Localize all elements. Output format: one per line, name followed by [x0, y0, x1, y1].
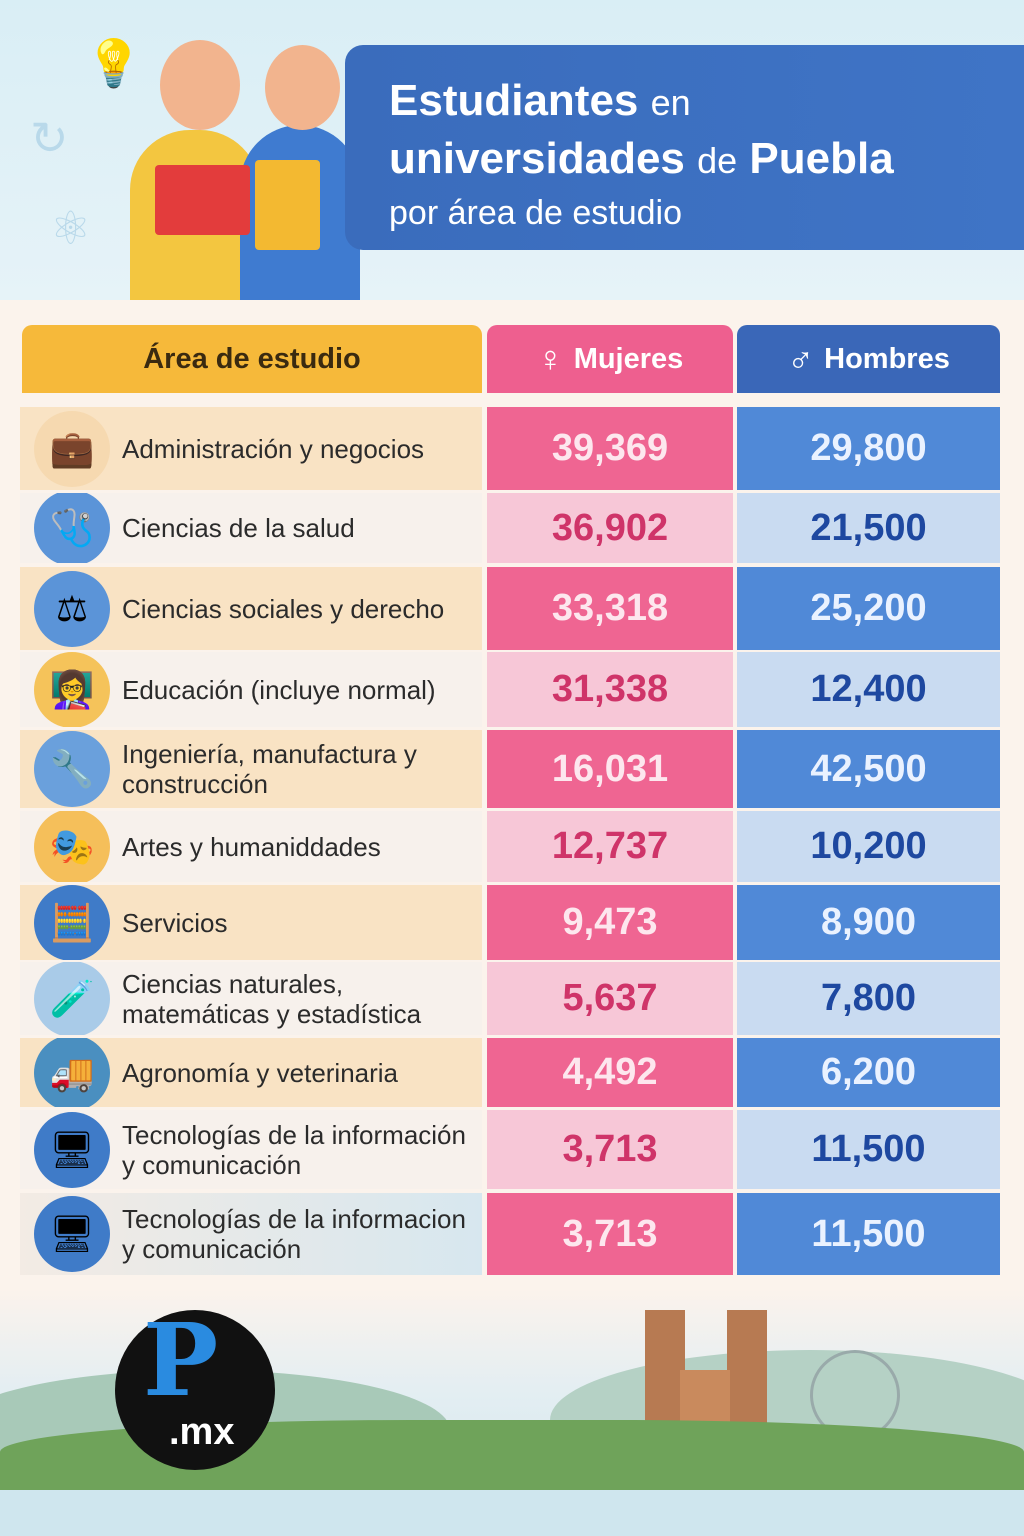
area-label: Ciencias naturales, matemáticas y estadí… [122, 968, 422, 1029]
men-count: 7,800 [737, 962, 1000, 1035]
men-count: 11,500 [737, 1193, 1000, 1275]
men-count: 29,800 [737, 407, 1000, 490]
logo-suffix: .mx [169, 1411, 235, 1453]
tools-icon: 🔧 [34, 731, 110, 807]
table-row: ⚖ Ciencias sociales y derecho 33,318 25,… [20, 567, 1000, 650]
female-symbol-icon: ♀ [536, 338, 564, 379]
women-count: 3,713 [487, 1193, 733, 1275]
subtitle: por área de estudio [389, 194, 682, 232]
title-word: Estudiantes [389, 76, 639, 125]
women-count: 33,318 [487, 567, 733, 650]
area-label: Educación (incluye normal) [122, 674, 436, 705]
column-header-label: Mujeres [573, 342, 684, 375]
women-count: 4,492 [487, 1038, 733, 1107]
men-count: 25,200 [737, 567, 1000, 650]
boy-head [265, 45, 340, 130]
women-count: 12,737 [487, 811, 733, 882]
women-count: 16,031 [487, 730, 733, 808]
table-row: 🧮 Servicios 9,473 8,900 [20, 885, 1000, 960]
women-count: 9,473 [487, 885, 733, 960]
area-label: Agronomía y veterinaria [122, 1057, 399, 1088]
area-cell: 🎭 Artes y humaniddades [20, 811, 482, 882]
calculator-icon: 🧮 [34, 885, 110, 960]
stethoscope-icon: 🩺 [34, 493, 110, 563]
monitor-icon: 🖥 [34, 1111, 110, 1188]
area-cell: 👩‍🏫 Educación (incluye normal) [20, 652, 482, 727]
women-count: 36,902 [487, 493, 733, 563]
table-row: 💼 Administración y negocios 39,369 29,80… [20, 407, 1000, 490]
male-symbol-icon: ♂ [787, 338, 815, 379]
area-label: Ingeniería, manufactura y construcción [122, 739, 417, 799]
table-row: 🚚 Agronomía y veterinaria 4,492 6,200 [20, 1038, 1000, 1107]
area-cell: 🔧 Ingeniería, manufactura y construcción [20, 730, 482, 808]
area-cell: 🧮 Servicios [20, 885, 482, 960]
column-header-men: ♂ Hombres [737, 325, 1000, 393]
area-label: Tecnologías de la informacion y comunica… [122, 1204, 466, 1264]
men-count: 6,200 [737, 1038, 1000, 1107]
area-label: Tecnologías de la información y comunica… [122, 1119, 466, 1180]
page-title: Estudiantes en universidades de Puebla p… [345, 45, 1024, 250]
women-count: 3,713 [487, 1110, 733, 1189]
logo-letter: P [143, 1301, 219, 1419]
women-count: 31,338 [487, 652, 733, 727]
title-word: Puebla [749, 134, 894, 183]
column-header-area: Área de estudio [22, 325, 482, 393]
men-count: 21,500 [737, 493, 1000, 563]
men-count: 12,400 [737, 652, 1000, 727]
truck-icon: 🚚 [34, 1038, 110, 1107]
area-label: Ciencias de la salud [122, 513, 355, 543]
title-word: universidades [389, 134, 685, 183]
molecule-icon: ⚛ [50, 202, 92, 254]
theater-masks-icon: 🎭 [34, 811, 110, 882]
yellow-book [255, 160, 320, 250]
title-line-2: universidades de Puebla [389, 131, 1024, 189]
area-label: Servicios [122, 907, 228, 938]
dna-flask-icon: 🧪 [34, 962, 110, 1035]
title-line-1: Estudiantes en [389, 73, 1024, 131]
men-count: 11,500 [737, 1110, 1000, 1189]
women-count: 39,369 [487, 407, 733, 490]
table-row: 🖥 Tecnologías de la información y comuni… [20, 1110, 1000, 1189]
briefcase-icon: 💼 [34, 410, 110, 487]
monitor-icon: 🖥 [34, 1196, 110, 1272]
table-row: 🩺 Ciencias de la salud 36,902 21,500 [20, 493, 1000, 563]
refresh-icon: ↻ [30, 112, 69, 164]
title-word: de [697, 140, 738, 181]
table-row: 🎭 Artes y humaniddades 12,737 10,200 [20, 811, 1000, 882]
area-label: Ciencias sociales y derecho [122, 593, 445, 624]
area-cell: 🧪 Ciencias naturales, matemáticas y esta… [20, 962, 482, 1035]
area-cell: ⚖ Ciencias sociales y derecho [20, 567, 482, 650]
girl-head [160, 40, 240, 130]
scales-icon: ⚖ [34, 570, 110, 647]
teacher-icon: 👩‍🏫 [34, 652, 110, 727]
table-row: 🖥 Tecnologías de la informacion y comuni… [20, 1193, 1000, 1275]
column-header-label: Área de estudio [143, 342, 361, 375]
table-row: 🧪 Ciencias naturales, matemáticas y esta… [20, 962, 1000, 1035]
area-label: Administración y negocios [122, 433, 425, 464]
area-cell: 💼 Administración y negocios [20, 407, 482, 490]
men-count: 10,200 [737, 811, 1000, 882]
column-header-label: Hombres [824, 342, 950, 375]
column-header-women: ♀ Mujeres [487, 325, 733, 393]
pmx-logo: P .mx [115, 1310, 275, 1470]
women-count: 5,637 [487, 962, 733, 1035]
area-label: Artes y humaniddades [122, 831, 381, 862]
men-count: 42,500 [737, 730, 1000, 808]
red-book [155, 165, 250, 235]
area-cell: 🖥 Tecnologías de la información y comuni… [20, 1110, 482, 1189]
area-cell: 🩺 Ciencias de la salud [20, 493, 482, 563]
area-cell: 🖥 Tecnologías de la informacion y comuni… [20, 1193, 482, 1275]
men-count: 8,900 [737, 885, 1000, 960]
lightbulb-icon: 💡 [85, 37, 143, 89]
table-row: 🔧 Ingeniería, manufactura y construcción… [20, 730, 1000, 808]
table-row: 👩‍🏫 Educación (incluye normal) 31,338 12… [20, 652, 1000, 727]
area-cell: 🚚 Agronomía y veterinaria [20, 1038, 482, 1107]
title-word: en [650, 82, 691, 123]
